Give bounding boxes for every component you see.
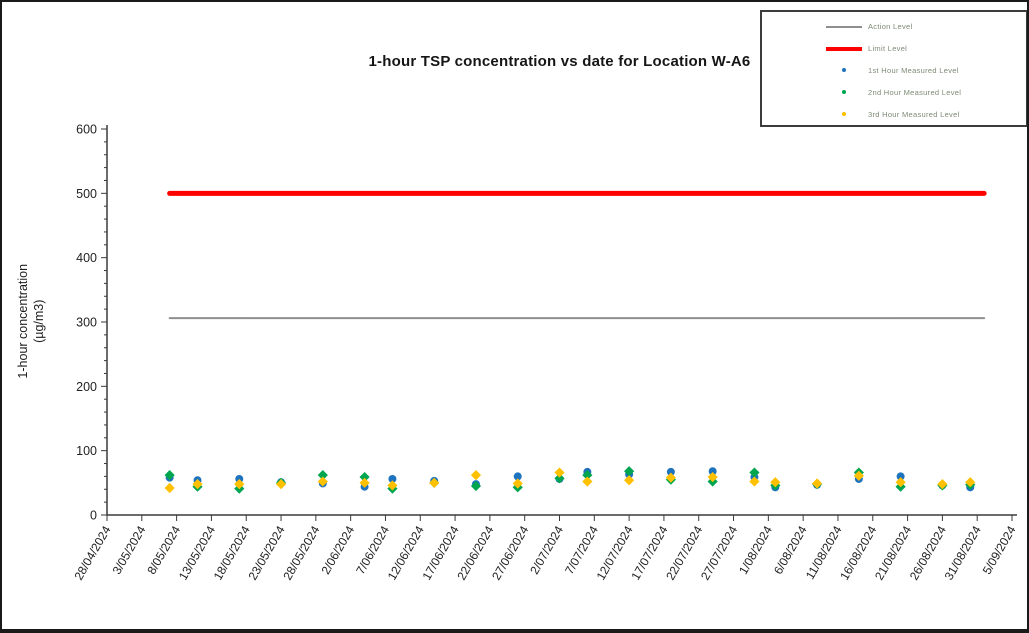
x-tick-label: 7/07/2024: [562, 523, 601, 577]
x-tick-label: 3/05/2024: [110, 523, 149, 577]
x-tick-label: 8/05/2024: [144, 523, 183, 577]
x-tick-label: 2/07/2024: [527, 523, 566, 577]
y-tick-label: 200: [76, 380, 97, 394]
legend-row-3rd-hour: 3rd Hour Measured Level: [762, 104, 1026, 125]
y-tick-label: 500: [76, 187, 97, 201]
legend-label: Action Level: [868, 22, 913, 32]
action-level-line-icon: [826, 25, 862, 28]
3rd-hour-measured-level-point: [582, 476, 593, 487]
x-tick-label: 7/06/2024: [353, 523, 392, 577]
3rd-hour-measured-level-point: [164, 482, 175, 494]
legend-label: 1st Hour Measured Level: [868, 65, 959, 75]
y-tick-label: 400: [76, 251, 97, 265]
legend-label: 3rd Hour Measured Level: [868, 109, 960, 119]
1st-hour-measured-level-point: [708, 467, 717, 476]
y-tick-label: 100: [76, 444, 97, 458]
legend-row-1st-hour: 1st Hour Measured Level: [762, 60, 1026, 81]
1st-hour-measured-level-point: [388, 474, 397, 483]
legend-row-limit-level: Limit Level: [762, 38, 1026, 59]
legend-label: 2nd Hour Measured Level: [868, 87, 962, 97]
1st-hour-measured-level-point: [666, 467, 675, 476]
3rd-hour-measured-level-point: [937, 479, 948, 490]
3rd-hour-measured-level-point: [665, 472, 676, 483]
first-hour-dot-icon: [842, 68, 846, 73]
legend-label: Limit Level: [868, 44, 908, 54]
y-tick-label: 300: [76, 316, 97, 330]
3rd-hour-measured-level-point: [470, 470, 482, 481]
third-hour-dot-icon: [842, 112, 846, 117]
x-tick-label: 6/08/2024: [771, 523, 810, 577]
legend-row-action-level: Action Level: [762, 16, 1026, 37]
1st-hour-measured-level-point: [513, 472, 522, 481]
legend-box: Action Level Limit Level 1st Hour Measur…: [760, 10, 1027, 127]
chart-title: 1-hour TSP concentration vs date for Loc…: [368, 53, 751, 70]
second-hour-dot-icon: [842, 90, 846, 95]
limit-level-line-icon: [826, 46, 862, 51]
x-tick-label: 1/08/2024: [736, 523, 775, 577]
y-tick-label: 0: [90, 509, 97, 523]
1st-hour-measured-level-point: [235, 474, 244, 483]
3rd-hour-measured-level-point: [811, 478, 823, 489]
3rd-hour-measured-level-point: [554, 467, 565, 478]
x-tick-label: 28/04/2024: [71, 523, 113, 582]
legend-row-2nd-hour: 2nd Hour Measured Level: [762, 82, 1026, 103]
3rd-hour-measured-level-point: [624, 475, 635, 486]
x-tick-label: 5/09/2024: [980, 523, 1019, 577]
y-tick-label: 600: [76, 123, 97, 137]
x-tick-label: 2/06/2024: [318, 523, 357, 577]
1st-hour-measured-level-point: [896, 472, 905, 481]
